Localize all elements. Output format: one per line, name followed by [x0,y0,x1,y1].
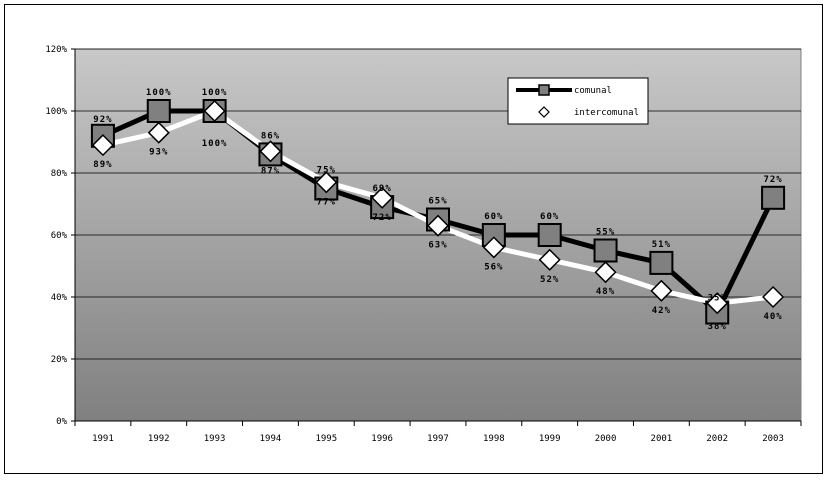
data-label-comunal: 60% [484,212,503,222]
data-label-intercomunal: 48% [596,287,615,297]
marker-intercomunal [706,292,729,315]
marker-intercomunal [259,140,282,163]
line-chart: 0%20%40%60%80%100%120% 1991 1992 1993 1994 1… [45,45,802,444]
data-label-intercomunal: 42% [652,306,671,316]
marker-intercomunal [482,236,505,259]
legend-marker-intercomunal [538,106,550,118]
y-tick-label: 100% [45,107,67,117]
marker-intercomunal [315,171,338,194]
y-tick-label: 120% [45,45,67,55]
y-tick-label: 80% [51,169,68,179]
legend-box [507,77,649,125]
x-tick-label: 1992 [148,434,170,444]
marker-intercomunal [762,285,785,309]
y-tick-label: 0% [56,417,67,427]
legend: comunal intercomunal [507,77,649,125]
data-label-comunal: 69% [373,184,392,194]
y-tick-label: 40% [51,293,68,303]
data-label-comunal: 86% [261,131,280,141]
marker-intercomunal [203,99,226,123]
data-label-intercomunal: 38% [708,322,727,332]
data-label-comunal: 100% [146,88,172,98]
data-label-intercomunal: 87% [261,166,280,176]
data-label-comunal: 60% [540,212,559,222]
x-tick-label: 1994 [260,434,282,444]
data-label-comunal: 100% [202,88,228,98]
x-axis: 1991 1992 1993 1994 1995 1996 1997 1998 1999 2000… [74,420,802,444]
data-label-intercomunal: 77% [317,197,336,207]
data-label-comunal: 75% [317,166,336,176]
marker-comunal [761,185,786,210]
data-label-comunal: 92% [93,115,112,125]
legend-label-comunal: comunal [574,86,612,96]
x-tick-label: 2002 [706,434,728,444]
data-label-intercomunal: 40% [763,312,782,322]
data-label-comunal: 51% [652,240,671,250]
marker-intercomunal [371,186,394,209]
marker-intercomunal [147,121,170,144]
legend-marker-comunal [538,84,550,96]
marker-comunal [593,238,618,263]
y-axis: 0% 20% 40% 60% 80% 100% 120% [45,45,76,427]
data-label-intercomunal: 100% [202,139,228,149]
x-tick-label: 2000 [595,434,617,444]
marker-comunal [537,223,562,247]
x-tick-label: 2001 [651,434,673,444]
data-label-comunal: 35% [708,294,727,304]
x-tick-label: 1995 [315,434,337,444]
marker-intercomunal [594,261,617,284]
x-tick-label: 1993 [204,434,226,444]
data-label-comunal: 65% [428,197,447,207]
marker-intercomunal [538,248,561,271]
legend-label-intercomunal: intercomunal [574,108,639,118]
data-label-intercomunal: 63% [428,241,447,251]
marker-comunal [146,99,171,123]
y-tick-label: 20% [51,355,68,365]
x-tick-label: 1996 [371,434,393,444]
marker-comunal [649,250,674,275]
data-label-intercomunal: 52% [540,275,559,285]
marker-intercomunal [650,279,673,302]
x-tick-label: 2003 [762,434,784,444]
data-label-comunal: 55% [596,228,615,238]
marker-intercomunal [91,134,114,157]
x-tick-label: 1998 [483,434,505,444]
chart-frame: 0% 20% 40% 60% 80% 100% 120% 1991 1992 1993 1994 1… [4,4,823,474]
x-tick-label: 1991 [92,434,114,444]
data-label-comunal: 72% [763,175,782,185]
data-labels: 92% 100% 100% 86% 75% 69% 65% 60% 60% 55% 51% 35% 72… [93,88,782,332]
data-label-intercomunal: 56% [484,262,503,272]
x-tick-label: 1997 [427,434,449,444]
data-label-intercomunal: 72% [373,213,392,223]
data-label-intercomunal: 89% [93,160,112,170]
x-tick-label: 1999 [539,434,561,444]
series-markers [90,99,786,325]
y-tick-label: 60% [51,231,68,241]
data-label-intercomunal: 93% [149,148,168,158]
marker-intercomunal [426,214,450,237]
